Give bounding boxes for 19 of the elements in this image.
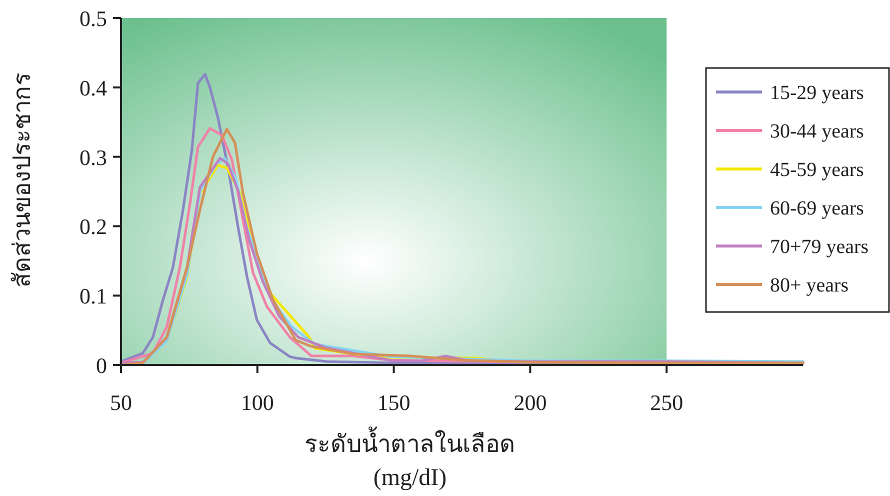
x-tick-label: 100 <box>240 390 274 415</box>
x-tick-label: 150 <box>377 390 410 415</box>
legend-label: 60-69 years <box>770 198 864 220</box>
y-tick-label: 0 <box>96 353 107 378</box>
y-tick-label: 0.2 <box>80 214 107 240</box>
x-tick-label: 50 <box>110 390 132 415</box>
x-tick-label: 200 <box>514 390 547 415</box>
y-tick-label: 0.4 <box>80 75 107 100</box>
y-tick-label: 0.3 <box>80 144 107 170</box>
legend-label: 15-29 years <box>770 82 864 104</box>
legend-label: 45-59 years <box>770 159 864 181</box>
x-tick-label: 250 <box>650 390 684 415</box>
y-tick-label: 0.5 <box>80 6 107 31</box>
legend-label: 80+ years <box>770 274 849 296</box>
y-tick-label: 0.1 <box>80 284 107 309</box>
legend-label: 30-44 years <box>770 120 864 142</box>
x-axis-title: ระดับน้ำตาลในเลือด (mg/dI) <box>304 426 516 491</box>
legend-label: 70+79 years <box>770 236 869 258</box>
y-axis-title: สัดส่วนของประชากร <box>10 72 36 288</box>
